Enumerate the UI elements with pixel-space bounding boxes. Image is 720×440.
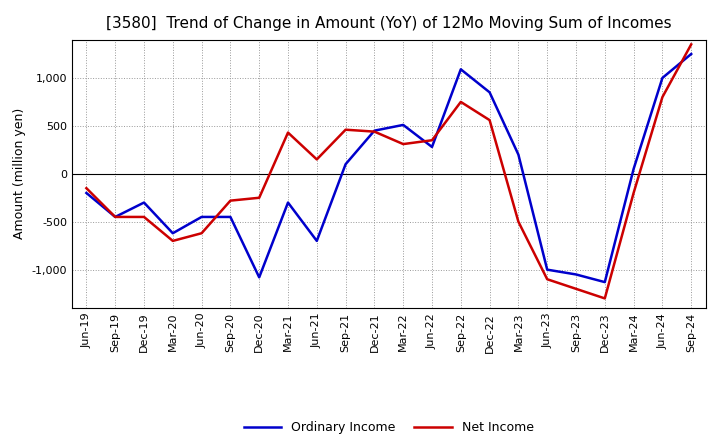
Line: Ordinary Income: Ordinary Income	[86, 54, 691, 282]
Ordinary Income	[255, 275, 264, 280]
Net Income	[226, 198, 235, 203]
Net Income	[572, 286, 580, 291]
Net Income	[111, 214, 120, 220]
Ordinary Income	[226, 214, 235, 220]
Net Income	[485, 117, 494, 123]
Net Income	[82, 186, 91, 191]
Net Income	[399, 141, 408, 147]
Ordinary Income	[514, 152, 523, 157]
Ordinary Income	[687, 51, 696, 57]
Ordinary Income	[370, 128, 379, 133]
Net Income	[600, 296, 609, 301]
Net Income	[687, 42, 696, 47]
Title: [3580]  Trend of Change in Amount (YoY) of 12Mo Moving Sum of Incomes: [3580] Trend of Change in Amount (YoY) o…	[106, 16, 672, 32]
Ordinary Income	[428, 144, 436, 150]
Y-axis label: Amount (million yen): Amount (million yen)	[13, 108, 26, 239]
Line: Net Income: Net Income	[86, 44, 691, 298]
Ordinary Income	[111, 214, 120, 220]
Ordinary Income	[629, 166, 638, 172]
Net Income	[168, 238, 177, 244]
Net Income	[197, 231, 206, 236]
Ordinary Income	[543, 267, 552, 272]
Net Income	[456, 99, 465, 105]
Net Income	[140, 214, 148, 220]
Ordinary Income	[312, 238, 321, 244]
Ordinary Income	[399, 122, 408, 128]
Net Income	[370, 129, 379, 134]
Ordinary Income	[485, 90, 494, 95]
Net Income	[341, 127, 350, 132]
Net Income	[658, 95, 667, 100]
Ordinary Income	[284, 200, 292, 205]
Ordinary Income	[572, 272, 580, 277]
Net Income	[255, 195, 264, 200]
Ordinary Income	[82, 191, 91, 196]
Ordinary Income	[197, 214, 206, 220]
Net Income	[514, 219, 523, 224]
Ordinary Income	[658, 75, 667, 81]
Net Income	[284, 130, 292, 135]
Net Income	[543, 277, 552, 282]
Ordinary Income	[168, 231, 177, 236]
Net Income	[428, 138, 436, 143]
Net Income	[312, 157, 321, 162]
Ordinary Income	[341, 161, 350, 167]
Ordinary Income	[140, 200, 148, 205]
Ordinary Income	[456, 67, 465, 72]
Ordinary Income	[600, 279, 609, 285]
Net Income	[629, 191, 638, 196]
Legend: Ordinary Income, Net Income: Ordinary Income, Net Income	[239, 416, 539, 439]
